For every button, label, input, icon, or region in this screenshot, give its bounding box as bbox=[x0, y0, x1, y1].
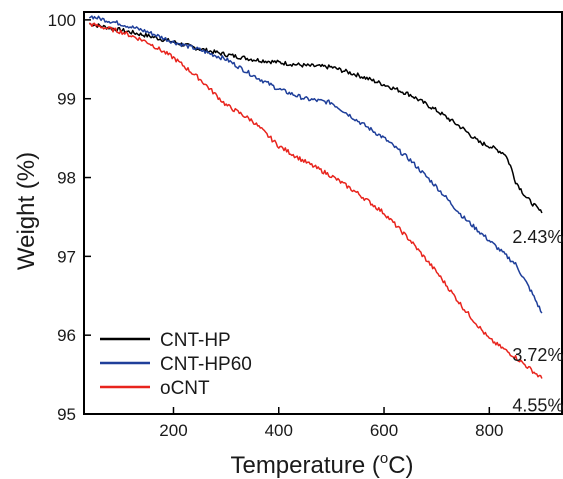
series-line-cnt-hp60 bbox=[88, 15, 543, 314]
tick-labels: 200 400 600 800 95 96 97 98 99 100 bbox=[48, 11, 504, 440]
y-tick-label-99: 99 bbox=[57, 90, 76, 109]
plot-frame bbox=[83, 11, 563, 415]
series-line-ocnt bbox=[88, 22, 543, 379]
end-label-cnt-hp60: 3.72% bbox=[512, 345, 563, 365]
series-layer bbox=[88, 15, 543, 379]
end-labels: 2.43% 3.72% 4.55% bbox=[512, 227, 563, 416]
legend-label-cnt-hp60: CNT-HP60 bbox=[160, 354, 252, 375]
x-tick-label-600: 600 bbox=[370, 421, 398, 440]
y-tick-label-97: 97 bbox=[57, 247, 76, 266]
legend-label-ocnt: oCNT bbox=[160, 378, 210, 399]
x-tick-label-400: 400 bbox=[265, 421, 293, 440]
x-tick-label-800: 800 bbox=[475, 421, 503, 440]
y-tick-label-98: 98 bbox=[57, 169, 76, 188]
series-line-cnt-hp bbox=[89, 23, 543, 214]
y-axis-title: Weight (%) bbox=[13, 152, 40, 270]
x-tick-label-200: 200 bbox=[159, 421, 187, 440]
legend: CNT-HP CNT-HP60 oCNT bbox=[100, 330, 252, 399]
legend-label-cnt-hp: CNT-HP bbox=[160, 330, 231, 351]
y-tick-label-100: 100 bbox=[48, 11, 76, 30]
x-axis-title: Temperature (oC) bbox=[230, 450, 413, 479]
axis-ticks bbox=[84, 19, 491, 415]
end-label-ocnt: 4.55% bbox=[512, 396, 563, 416]
end-label-cnt-hp: 2.43% bbox=[512, 227, 563, 247]
y-tick-label-96: 96 bbox=[57, 326, 76, 345]
y-tick-label-95: 95 bbox=[57, 405, 76, 424]
